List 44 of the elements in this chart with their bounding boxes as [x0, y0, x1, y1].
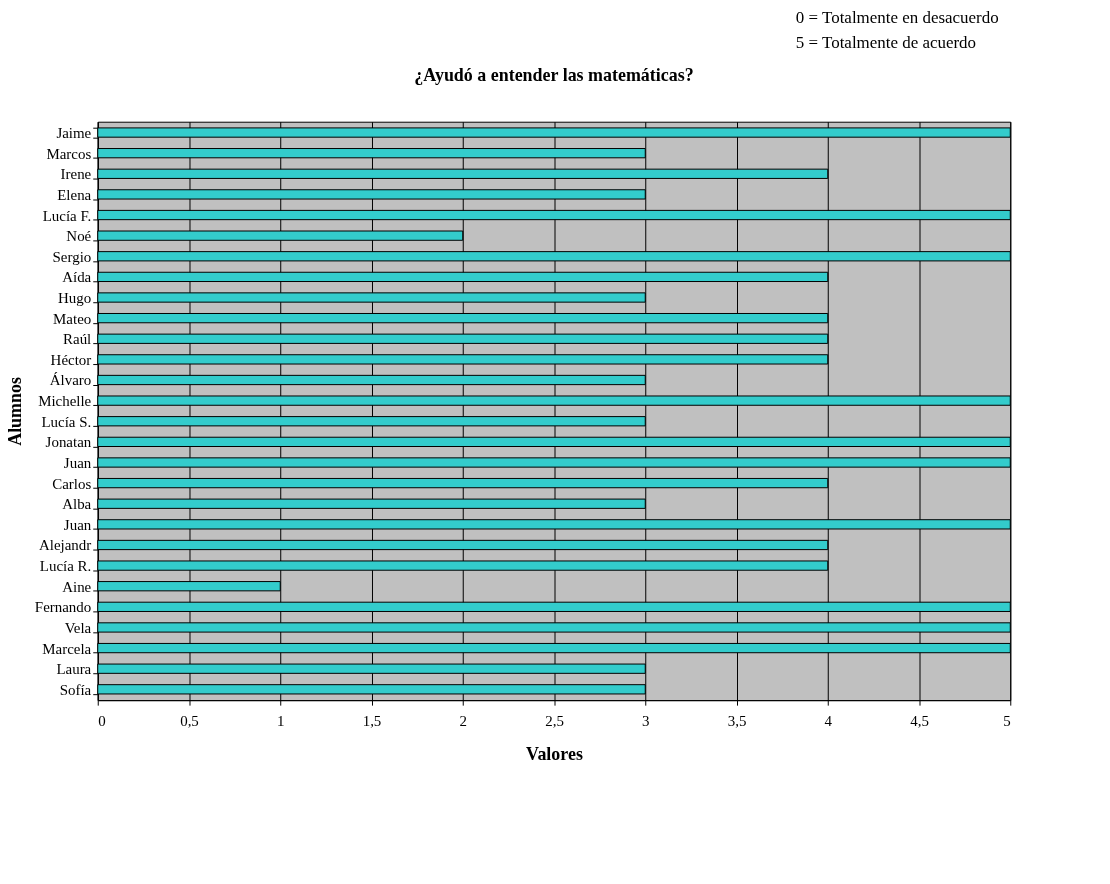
y-tick-label: Sergio — [52, 248, 92, 265]
y-tick-label: Noé — [66, 228, 92, 245]
y-tick-label: Jonatan — [45, 434, 92, 451]
y-tick-label: Álvaro — [49, 372, 92, 389]
y-tick-label: Hugo — [58, 290, 92, 306]
y-tick-label: Mateo — [53, 310, 92, 327]
y-tick-label: Juan — [63, 454, 92, 471]
y-tick-label: Jaime — [56, 125, 92, 142]
y-tick-label: Marcela — [42, 640, 92, 657]
y-tick-label: Carlos — [52, 475, 92, 492]
y-tick-label: Lucía F. — [42, 207, 92, 224]
y-tick-label: Fernando — [34, 599, 92, 616]
x-tick-label: 5 — [1003, 712, 1011, 729]
x-tick-label: 3,5 — [727, 712, 747, 729]
text: 0 = Totalmente en desacuerdo — [795, 8, 999, 28]
y-tick-label: Aída — [62, 269, 92, 286]
chart-title: ¿Ayudó a entender las matemáticas? — [414, 64, 694, 85]
y-tick-label: Irene — [60, 166, 92, 183]
y-tick-label: Lucía R. — [39, 558, 92, 575]
y-tick-label: Alejandr — [38, 537, 92, 554]
text: 5 = Totalmente de acuerdo — [795, 33, 977, 53]
y-tick-label: Elena — [57, 186, 92, 203]
x-axis-title: Valores — [526, 744, 583, 765]
y-tick-label: Vela — [64, 619, 92, 636]
x-tick-label: 0,5 — [180, 712, 199, 729]
y-tick-label: Lucía S. — [41, 413, 92, 430]
y-tick-label: Raúl — [63, 331, 92, 348]
y-tick-label: Juan — [63, 516, 92, 533]
x-tick-label: 2 — [459, 712, 467, 729]
x-tick-label: 0 — [98, 712, 106, 729]
y-tick-label: Michelle — [38, 393, 92, 410]
x-tick-label: 4 — [824, 712, 833, 729]
y-tick-label: Marcos — [46, 145, 92, 162]
y-tick-label: Laura — [56, 661, 92, 678]
x-tick-label: 1,5 — [362, 712, 382, 729]
y-axis-title: Alumnos — [4, 377, 25, 446]
y-tick-label: Héctor — [50, 351, 92, 368]
y-tick-label: Alba — [62, 496, 92, 513]
y-tick-label: Sofía — [59, 681, 92, 698]
x-tick-label: 1 — [277, 712, 285, 729]
x-tick-label: 2,5 — [545, 712, 564, 729]
x-tick-label: 3 — [642, 712, 650, 729]
x-tick-label: 4,5 — [910, 712, 929, 729]
y-tick-label: Aine — [62, 578, 92, 595]
